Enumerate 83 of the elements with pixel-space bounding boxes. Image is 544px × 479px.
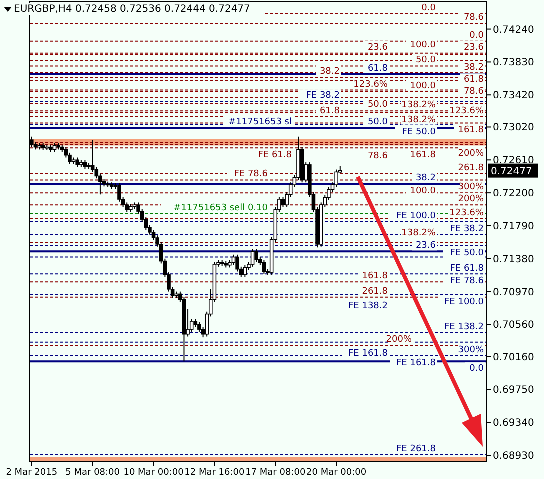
y-tick-label: 0.70970 bbox=[493, 287, 534, 298]
y-tick-label: 0.71790 bbox=[493, 221, 534, 232]
annotation: 61.8 bbox=[320, 106, 340, 116]
y-tick-label: 0.74240 bbox=[493, 24, 534, 36]
annotation: 300% bbox=[458, 182, 484, 193]
annotation: 300% bbox=[458, 346, 484, 356]
annotation: 38.2 bbox=[416, 174, 436, 184]
candlestick bbox=[254, 248, 258, 263]
annotation: 78.6 bbox=[464, 87, 484, 98]
chart-title: EURGBP,H4 0.72458 0.72536 0.72444 0.72477 bbox=[14, 4, 250, 15]
annotation: 78.6 bbox=[464, 13, 484, 24]
annotation: 161.8 bbox=[458, 126, 484, 136]
y-tick-label: 0.71380 bbox=[493, 254, 534, 266]
annotation: 100.0 bbox=[410, 40, 436, 50]
candlestick bbox=[243, 264, 248, 278]
annotation: 0.0 bbox=[470, 30, 484, 41]
annotation: 261.8 bbox=[362, 286, 388, 297]
y-tick-label: 0.73420 bbox=[493, 90, 534, 102]
annotation: #11751653 sl bbox=[228, 118, 292, 128]
annotation: 138.2% bbox=[402, 228, 436, 238]
annotation: FE 261.8 bbox=[396, 444, 436, 454]
annotation: FE 78.6 bbox=[450, 276, 484, 287]
annotation: 100.0 bbox=[410, 81, 436, 92]
candlestick bbox=[76, 157, 80, 168]
annotation: 123.6% bbox=[354, 80, 388, 90]
annotation: 38.2 bbox=[464, 63, 484, 74]
y-tick-label: 0.69340 bbox=[493, 418, 534, 430]
annotation: FE 161.8 bbox=[396, 358, 436, 369]
annotation: 23.6 bbox=[464, 42, 484, 53]
y-tick-label: 0.70160 bbox=[493, 352, 534, 364]
annotation: 23.6 bbox=[368, 42, 388, 53]
annotation: 23.6 bbox=[416, 241, 436, 252]
annotation: FE 161.8 bbox=[348, 348, 388, 359]
x-tick-label: 2 Mar 2015 bbox=[6, 468, 58, 478]
x-tick-label: 20 Mar 00:00 bbox=[306, 468, 367, 478]
annotation: FE 61.8 bbox=[450, 264, 484, 274]
y-tick-label: 0.72200 bbox=[493, 188, 534, 200]
annotation: 78.6 bbox=[368, 151, 388, 162]
x-tick-label: 12 Mar 16:00 bbox=[184, 468, 246, 478]
y-tick-label: 0.72610 bbox=[493, 156, 534, 167]
y-tick-label: 0.70560 bbox=[493, 320, 534, 332]
annotation: 123.6% bbox=[450, 106, 484, 116]
annotation: 123.6% bbox=[450, 208, 484, 218]
annotation: FE 61.8 bbox=[258, 150, 292, 161]
annotation: FE 38.2 bbox=[306, 91, 340, 102]
x-tick-label: 5 Mar 08:00 bbox=[66, 468, 120, 478]
candlestick bbox=[250, 248, 255, 268]
annotation: 161.8 bbox=[410, 150, 436, 161]
candlestick bbox=[262, 260, 266, 275]
annotation: #11751653 sell 0.10 bbox=[174, 203, 268, 214]
x-tick-label: 17 Mar 08:00 bbox=[246, 468, 306, 478]
annotation: 200% bbox=[458, 148, 484, 159]
annotation: FE 138.2 bbox=[444, 322, 484, 332]
annotation: 50.0 bbox=[416, 56, 436, 66]
annotation: 200% bbox=[386, 335, 412, 346]
text: 0.72477 bbox=[491, 166, 532, 178]
annotation: FE 38.2 bbox=[450, 224, 484, 234]
y-tick-label: 0.69750 bbox=[493, 385, 534, 396]
annotation: 0.0 bbox=[470, 364, 484, 374]
annotation: 200% bbox=[458, 194, 484, 205]
y-tick-label: 0.68930 bbox=[493, 451, 534, 462]
annotation: 138.2% bbox=[402, 115, 436, 126]
annotation: FE 138.2 bbox=[348, 302, 388, 312]
annotation: 0.0 bbox=[422, 4, 436, 14]
annotation: 61.8 bbox=[368, 64, 388, 74]
candlestick bbox=[281, 196, 286, 208]
annotation: 50.0 bbox=[368, 118, 388, 128]
annotation: FE 50.0 bbox=[402, 127, 436, 138]
annotation: 50.0 bbox=[368, 100, 388, 110]
annotation: 100.0 bbox=[410, 186, 436, 197]
annotation: 138.2% bbox=[402, 100, 436, 111]
y-tick-label: 0.73830 bbox=[493, 58, 534, 69]
annotation: FE 50.0 bbox=[450, 248, 484, 259]
x-tick-label: 10 Mar 00:00 bbox=[124, 468, 184, 478]
annotation: FE 100.0 bbox=[444, 298, 484, 308]
y-tick-label: 0.73020 bbox=[493, 122, 534, 134]
annotation: 38.2 bbox=[320, 66, 340, 77]
annotation: 261.8 bbox=[458, 163, 484, 174]
annotation: FE 100.0 bbox=[396, 211, 436, 222]
candlestick bbox=[232, 254, 236, 266]
annotation: 61.8 bbox=[464, 75, 484, 86]
annotation: 161.8 bbox=[362, 272, 388, 282]
annotation: FE 78.6 bbox=[234, 170, 268, 180]
